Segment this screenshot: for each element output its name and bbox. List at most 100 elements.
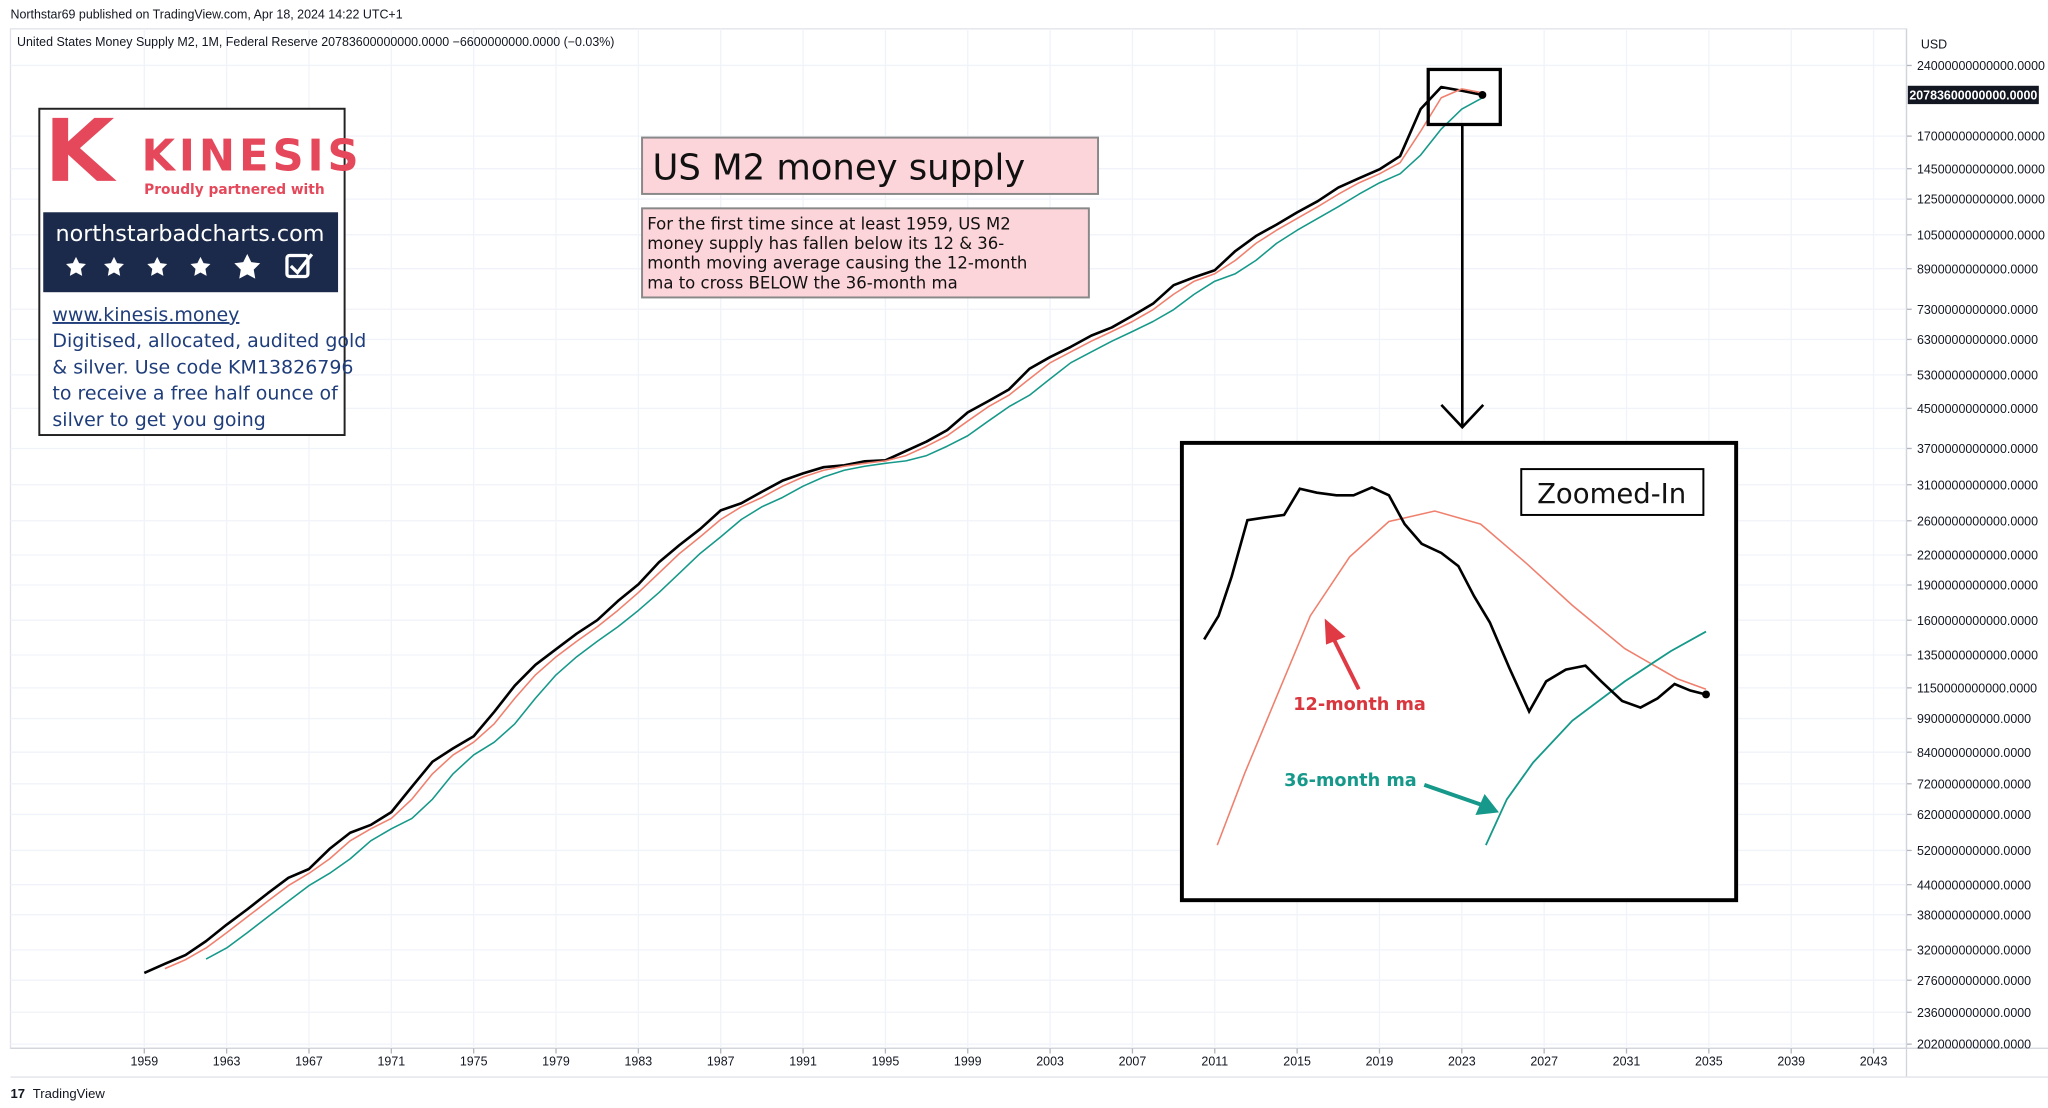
x-tick-label: 2011 [1201, 1054, 1228, 1068]
price-tag-label: 20783600000000.0000 [1909, 89, 2037, 103]
x-tick-label: 1999 [954, 1054, 982, 1068]
y-tick-label: 6300000000000.0000 [1917, 333, 2038, 347]
y-tick-label: 520000000000.0000 [1917, 844, 2031, 858]
x-tick-label: 2035 [1695, 1054, 1723, 1068]
x-tick-label: 1959 [130, 1054, 158, 1068]
y-tick-label: 2600000000000.0000 [1917, 514, 2038, 528]
subtitle: ma to cross BELOW the 36-month ma [647, 273, 957, 292]
inset-title-box [1520, 468, 1705, 516]
y-tick-label: 840000000000.0000 [1917, 746, 2031, 760]
annotation-arrow [1423, 783, 1482, 807]
last-point [1478, 91, 1487, 99]
y-tick-label: 24000000000000.0000 [1917, 59, 2045, 73]
x-tick-label: 2003 [1036, 1054, 1064, 1068]
header: Northstar69 published on TradingView.com… [10, 7, 402, 21]
chart-title: US M2 money supply [653, 148, 1026, 189]
inset-last-point [1702, 690, 1710, 699]
check [289, 253, 314, 276]
y-tick-label: 7300000000000.0000 [1917, 303, 2038, 317]
subtitle: money supply has fallen below its 12 & 3… [647, 234, 1004, 253]
annotation: 36-month ma [1284, 771, 1417, 791]
y-tick-label: 620000000000.0000 [1917, 808, 2031, 822]
inset: Zoomed-In 12-month ma 36-month ma [1179, 440, 1739, 903]
y-tick-label: 3100000000000.0000 [1917, 478, 2038, 492]
y-tick-label: 1350000000000.0000 [1917, 649, 2038, 663]
annotation-arrow-head [1475, 794, 1499, 816]
x-tick-label: 2015 [1283, 1054, 1311, 1068]
y-tick-label: 14500000000000.0000 [1917, 162, 2045, 176]
ad-site: northstarbadcharts.com [56, 221, 325, 247]
y-tick-label: 1900000000000.0000 [1917, 579, 2038, 593]
x-tick-label: 2019 [1366, 1054, 1394, 1068]
y-tick-label: 1150000000000.0000 [1917, 681, 2037, 695]
x-tick-label: 1983 [625, 1054, 653, 1068]
x-tick-label: 1991 [789, 1054, 817, 1068]
ad-brand: KINESIS [142, 131, 363, 181]
y-tick-label: 2200000000000.0000 [1917, 549, 2038, 563]
x-tick-label: 2007 [1119, 1054, 1147, 1068]
y-tick-label: 990000000000.0000 [1917, 712, 2031, 726]
ad-tagline: Proudly partnered with [144, 182, 325, 198]
subtitle: month moving average causing the 12-mont… [647, 254, 1027, 273]
check-box [285, 253, 310, 279]
subtitle-box [641, 207, 1090, 299]
ad-banner [43, 212, 339, 293]
ad-body: & silver. Use code KM13826796 [52, 356, 353, 378]
ad: KINESIS Proudly partnered with northstar… [38, 107, 366, 437]
x-tick-label: 2043 [1860, 1054, 1888, 1068]
y-tick-label: 10500000000000.0000 [1917, 228, 2045, 242]
title-box [641, 136, 1100, 195]
y-tick-label: 1600000000000.0000 [1917, 614, 2038, 628]
y-tick-label: 17000000000000.0000 [1917, 130, 2045, 144]
x-tick-label: 2027 [1530, 1054, 1558, 1068]
inset-ma36 [1485, 630, 1707, 846]
ad-body: silver to get you going [52, 409, 265, 431]
series [143, 85, 1487, 975]
ad-link[interactable]: www.kinesis.money [52, 304, 239, 326]
y-tick-label: 440000000000.0000 [1917, 878, 2031, 892]
y-tick-label: 720000000000.0000 [1917, 777, 2031, 791]
x-tick-label: 1995 [872, 1054, 900, 1068]
logo [52, 117, 117, 181]
footer-logo: 17 [10, 1086, 25, 1101]
y-tick-label: 236000000000.0000 [1917, 1006, 2031, 1020]
y-tick-label: 8900000000000.0000 [1917, 262, 2038, 276]
subtitle: For the first time since at least 1959, … [647, 214, 1010, 233]
y-unit: USD [1921, 37, 1947, 51]
price-tag [1907, 85, 2039, 105]
y-tick-label: 320000000000.0000 [1917, 943, 2031, 957]
ad-body: to receive a free half ounce of [52, 383, 339, 405]
y-tick-label: 3700000000000.0000 [1917, 442, 2038, 456]
x-tick-label: 2039 [1777, 1054, 1805, 1068]
series-line [164, 88, 1483, 970]
x-tick-label: 2023 [1448, 1054, 1476, 1068]
x-tick-label: 1979 [542, 1054, 570, 1068]
y-tick-label: 5300000000000.0000 [1917, 368, 2038, 382]
annotation: 12-month ma [1293, 695, 1426, 715]
inset-box [1179, 440, 1739, 903]
y-tick-label: 380000000000.0000 [1917, 908, 2031, 922]
y-tick-label: 12500000000000.0000 [1917, 193, 2045, 207]
zoom-box [1426, 67, 1502, 127]
inset-m2 [1203, 486, 1707, 715]
series-line [143, 85, 1483, 975]
x-tick-label: 1963 [213, 1054, 241, 1068]
x-tick-label: 1975 [460, 1054, 488, 1068]
y-tick-label: 202000000000.0000 [1917, 1038, 2031, 1052]
x-tick-label: 1987 [707, 1054, 735, 1068]
annotation-arrow [1332, 638, 1361, 691]
series-line [205, 97, 1483, 960]
footer: TradingView [33, 1086, 106, 1101]
legend-text: United States Money Supply M2, 1M, Feder… [17, 35, 614, 49]
inset-ma12 [1216, 510, 1707, 846]
zoom-arrow-head [1440, 403, 1485, 430]
ad-body: Digitised, allocated, audited gold [52, 330, 366, 352]
inset-title: Zoomed-In [1537, 478, 1686, 510]
annotation-arrow-head [1324, 618, 1346, 645]
x-tick-label: 1967 [295, 1054, 323, 1068]
y-tick-label: 276000000000.0000 [1917, 974, 2031, 988]
y-tick-label: 4500000000000.0000 [1917, 402, 2038, 416]
x-tick-label: 1971 [377, 1054, 405, 1068]
x-tick-label: 2031 [1613, 1054, 1641, 1068]
